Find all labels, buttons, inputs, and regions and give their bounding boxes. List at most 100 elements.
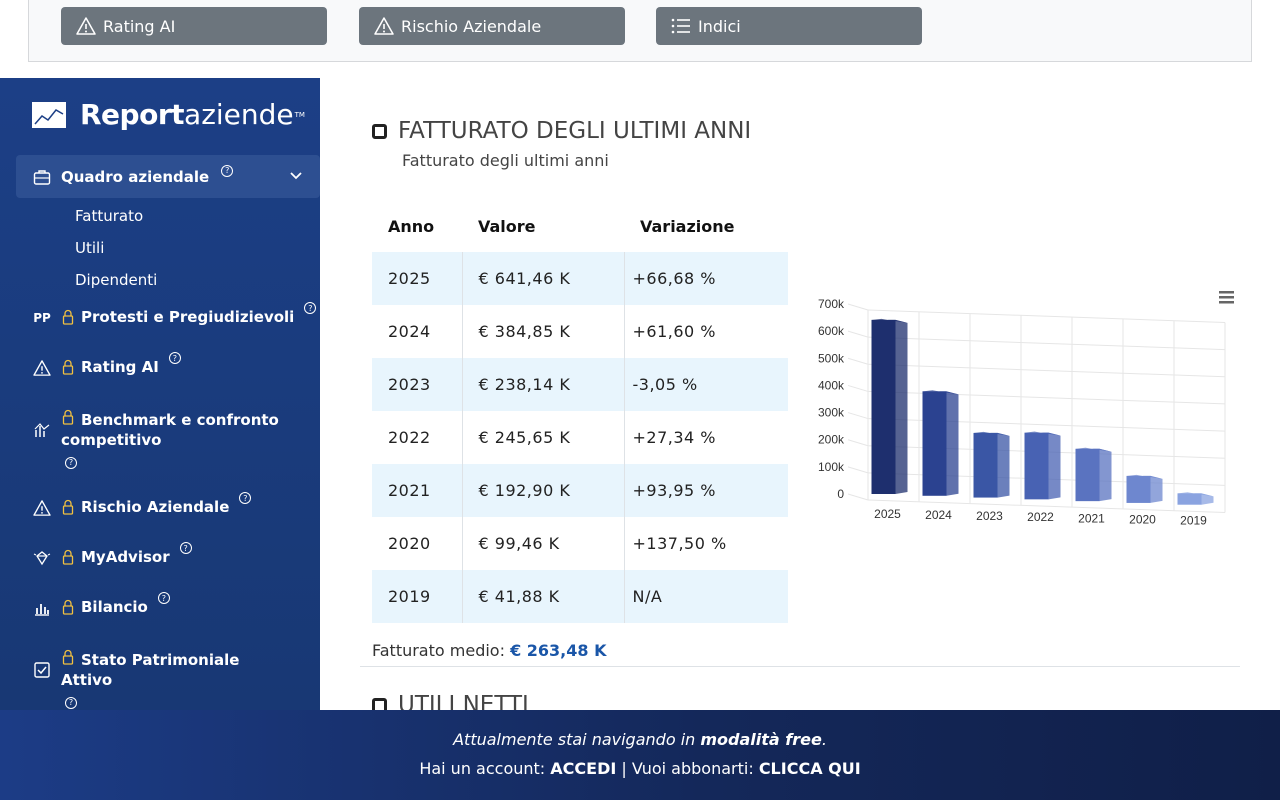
y-tick-label: 500k: [818, 351, 845, 365]
table-row: 2023 € 238,14 K -3,05 %: [372, 358, 788, 411]
sidebar-item-label: MyAdvisor: [81, 548, 170, 566]
lock-icon: [61, 358, 75, 376]
cell-change: -3,05 %: [623, 358, 788, 411]
cell-change: +66,68 %: [623, 252, 788, 305]
benchmark-icon: [32, 420, 52, 440]
sidebar: Report aziende TM Quadro aziendale ? Fat…: [0, 78, 320, 710]
sidebar-item-stato-patrimoniale[interactable]: Stato Patrimoniale Attivo ?: [32, 648, 302, 710]
logo-chart-icon: [32, 101, 66, 128]
briefcase-icon: [33, 168, 51, 186]
rischio-aziendale-button[interactable]: Rischio Aziendale: [359, 7, 625, 45]
help-icon[interactable]: ?: [65, 697, 77, 709]
sidebar-item-protesti[interactable]: PP Protesti e Pregiudizievoli ?: [32, 302, 317, 328]
grid-line: [847, 439, 869, 447]
logo[interactable]: Report aziende TM: [32, 98, 305, 131]
lock-icon: [61, 548, 75, 566]
average-value: € 263,48 K: [510, 641, 607, 660]
x-tick-label: 2025: [874, 507, 901, 521]
sidebar-subitem-utili[interactable]: Utili: [75, 239, 105, 257]
help-icon[interactable]: ?: [157, 592, 170, 604]
bar: [1075, 448, 1100, 502]
sidebar-item-benchmark[interactable]: Benchmark e confronto competitivo ?: [32, 408, 292, 470]
sidebar-item-quadro-aziendale[interactable]: Quadro aziendale ?: [16, 155, 320, 198]
sidebar-item-bilancio[interactable]: Bilancio ?: [32, 592, 170, 618]
grid-line: [847, 493, 869, 501]
section-divider: [360, 666, 1240, 667]
banner-line-2: Hai un account: ACCEDI | Vuoi abbonarti:…: [0, 759, 1280, 778]
grid-line: [847, 303, 869, 311]
bar-side: [1150, 475, 1163, 503]
lock-icon: [61, 408, 75, 426]
hamburger-icon[interactable]: [1219, 291, 1234, 304]
section-title-text: FATTURATO DEGLI ULTIMI ANNI: [398, 118, 752, 144]
table-row: 2020 € 99,46 K +137,50 %: [372, 517, 788, 570]
grid-line: [867, 499, 1226, 513]
bar-side: [895, 319, 908, 494]
grid-line: [867, 363, 1226, 378]
sidebar-subitem-dipendenti[interactable]: Dipendenti: [75, 271, 158, 289]
cell-value: € 384,85 K: [461, 305, 624, 358]
bar: [922, 391, 947, 496]
indici-button[interactable]: Indici: [656, 7, 922, 45]
sidebar-item-label: Stato Patrimoniale Attivo: [61, 651, 240, 689]
bar-side: [997, 432, 1010, 498]
bar: [871, 319, 896, 494]
sidebar-item-rischio-aziendale[interactable]: Rischio Aziendale ?: [32, 492, 252, 518]
help-icon[interactable]: ?: [65, 457, 77, 469]
sidebar-item-myadvisor[interactable]: MyAdvisor ?: [32, 542, 192, 568]
help-icon[interactable]: ?: [221, 164, 234, 177]
bar-top: [1075, 447, 1112, 452]
check-square-icon: [32, 660, 52, 680]
y-tick-label: 300k: [818, 406, 845, 420]
sidebar-item-label: Protesti e Pregiudizievoli: [81, 308, 295, 326]
top-button-bar: Rating AI Rischio Aziendale Indici: [28, 0, 1252, 62]
y-tick-label: 200k: [818, 433, 845, 447]
cell-year: 2022: [388, 428, 431, 447]
bar: [1177, 493, 1202, 505]
warning-icon: [75, 15, 97, 37]
cell-year: 2019: [372, 570, 462, 623]
column-header-variazione: Variazione: [640, 216, 735, 236]
bar-top: [1126, 474, 1163, 479]
subscribe-link[interactable]: CLICCA QUI: [758, 759, 861, 778]
x-tick-label: 2023: [976, 509, 1003, 523]
sidebar-item-rating-ai[interactable]: Rating AI ?: [32, 352, 181, 378]
grid-line: [867, 418, 1226, 432]
hamburger-line: [1219, 296, 1234, 299]
cell-year: 2020: [388, 534, 431, 553]
help-icon[interactable]: ?: [239, 492, 252, 504]
help-icon[interactable]: ?: [168, 352, 181, 364]
bar-side: [1201, 493, 1214, 505]
lock-icon: [61, 308, 75, 326]
bar-top: [1177, 492, 1214, 497]
x-tick-label: 2022: [1027, 510, 1054, 524]
lock-icon: [61, 648, 75, 666]
cell-change: +61,60 %: [623, 305, 788, 358]
cell-year: 2024: [388, 322, 431, 341]
banner-text: Hai un account:: [419, 759, 551, 778]
indici-button-label: Indici: [698, 16, 741, 36]
x-tick-label: 2021: [1078, 511, 1105, 525]
grid-line: [867, 309, 1226, 323]
cell-change: +93,95 %: [623, 464, 788, 517]
help-icon[interactable]: ?: [179, 542, 192, 554]
sidebar-subitem-fatturato[interactable]: Fatturato: [75, 207, 144, 225]
banner-line-1: Attualmente stai navigando in modalità f…: [0, 730, 1280, 749]
cell-change: N/A: [623, 570, 788, 623]
rating-ai-button[interactable]: Rating AI: [61, 7, 327, 45]
y-tick-label: 700k: [818, 297, 845, 311]
logo-trademark: TM: [294, 110, 305, 119]
bar-side: [946, 391, 959, 496]
help-icon[interactable]: ?: [304, 302, 317, 314]
table-row: 2022 € 245,65 K +27,34 %: [372, 411, 788, 464]
bar-top: [922, 390, 959, 395]
login-link[interactable]: ACCEDI: [550, 759, 617, 778]
bar: [1024, 432, 1049, 500]
revenue-chart-svg: 0 100k 200k 300k 400k 500k 600k 700k 2025 2024 202…: [818, 291, 1234, 527]
column-header-valore: Valore: [478, 216, 536, 236]
sidebar-item-label: Rischio Aziendale: [81, 498, 230, 516]
chevron-down-icon[interactable]: [288, 167, 304, 187]
logo-text-bold: Report: [80, 98, 185, 131]
rischio-aziendale-button-label: Rischio Aziendale: [401, 16, 542, 36]
